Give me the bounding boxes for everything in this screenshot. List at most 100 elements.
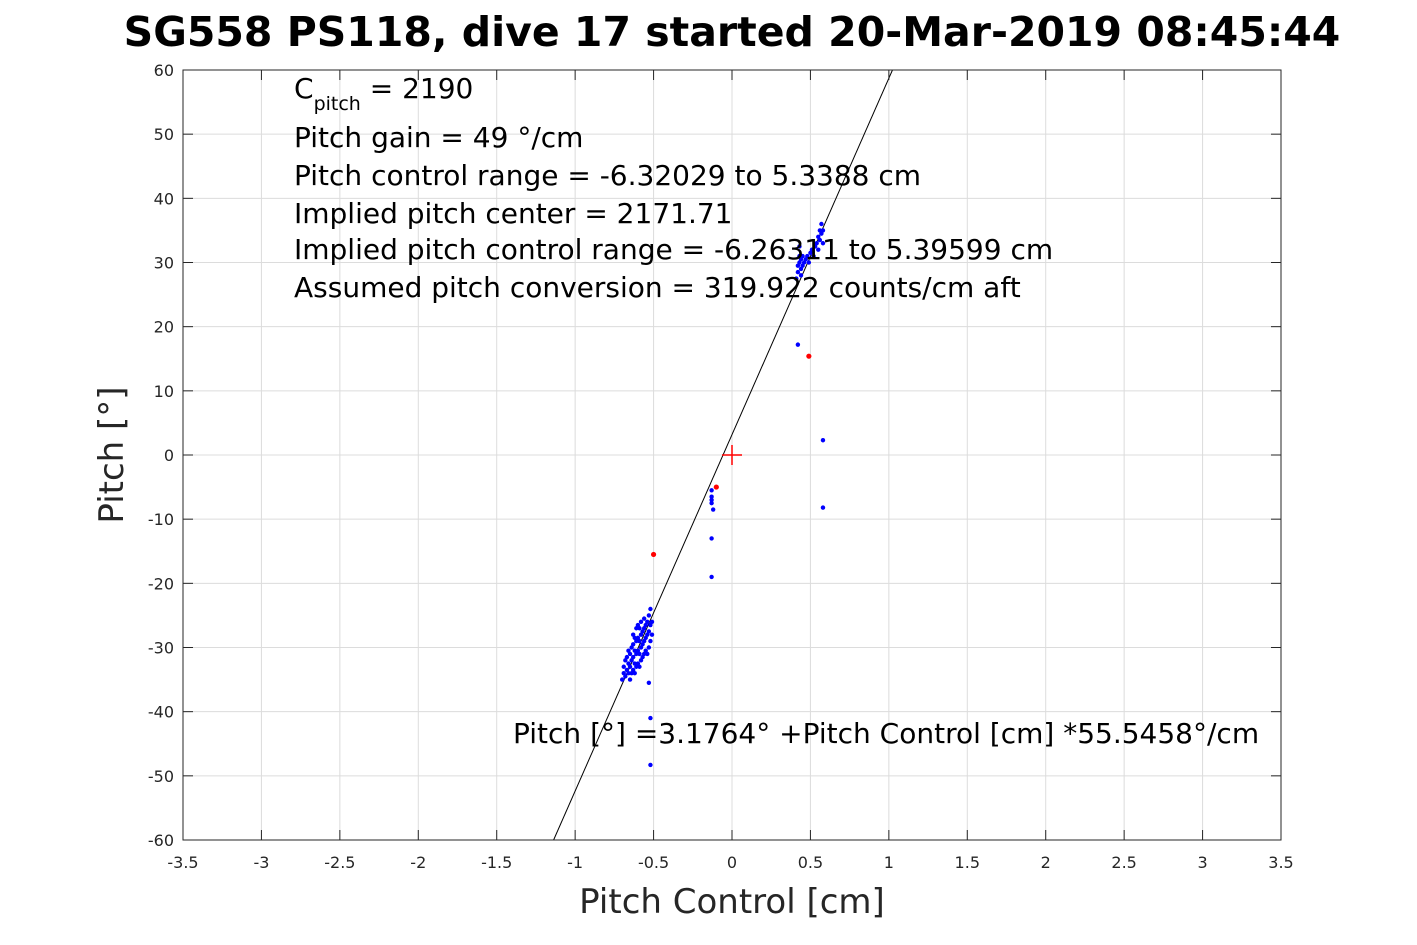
outlier-point bbox=[713, 484, 719, 490]
outlier-points bbox=[650, 353, 812, 558]
data-point bbox=[645, 651, 650, 657]
y-tick-label: 0 bbox=[164, 446, 174, 465]
x-tick-label: -1 bbox=[567, 853, 583, 872]
data-point bbox=[648, 638, 653, 644]
annotation-implied-range: Implied pitch control range = -6.26311 t… bbox=[294, 233, 1053, 266]
data-point bbox=[649, 619, 655, 625]
data-point bbox=[632, 670, 637, 676]
data-point bbox=[627, 664, 633, 669]
data-point bbox=[637, 638, 642, 644]
cpitch-value: = 2190 bbox=[361, 72, 474, 105]
y-tick-label: -20 bbox=[148, 574, 174, 593]
data-point bbox=[623, 674, 628, 679]
center-marker-group bbox=[722, 445, 742, 465]
data-point bbox=[795, 269, 801, 275]
data-point bbox=[646, 629, 652, 634]
x-tick-label: 2.5 bbox=[1111, 853, 1136, 872]
data-point bbox=[820, 228, 826, 233]
data-point bbox=[819, 221, 824, 227]
data-point bbox=[626, 670, 631, 676]
data-point bbox=[809, 247, 815, 252]
outlier-point bbox=[650, 551, 657, 558]
data-point bbox=[816, 247, 821, 252]
x-tick-label: 1.5 bbox=[955, 853, 980, 872]
annotation-implied-center: Implied pitch center = 2171.71 bbox=[294, 197, 732, 230]
data-point bbox=[709, 488, 714, 493]
data-point bbox=[709, 494, 714, 499]
annotation-conversion: Assumed pitch conversion = 319.922 count… bbox=[294, 271, 1021, 304]
cpitch-subscript: pitch bbox=[314, 93, 361, 115]
y-tick-labels: -60 -50 -40 -30 -20 -10 0 10 20 30 40 50 60 bbox=[148, 61, 174, 850]
chart-title: SG558 PS118, dive 17 started 20-Mar-2019… bbox=[124, 8, 1341, 56]
annotation-control-range: Pitch control range = -6.32029 to 5.3388… bbox=[294, 159, 921, 192]
data-point bbox=[637, 626, 642, 631]
data-point bbox=[709, 574, 714, 580]
cpitch-main: C bbox=[294, 72, 314, 105]
data-point bbox=[805, 253, 810, 259]
x-tick-label: 3 bbox=[1197, 853, 1207, 872]
data-point bbox=[820, 438, 826, 443]
data-point bbox=[794, 276, 799, 281]
data-point bbox=[638, 619, 644, 625]
data-point bbox=[646, 645, 652, 650]
data-point bbox=[630, 642, 636, 647]
data-point bbox=[820, 241, 826, 246]
y-tick-label: 10 bbox=[154, 382, 174, 401]
data-point bbox=[648, 715, 653, 721]
x-tick-label: 0.5 bbox=[798, 853, 823, 872]
y-tick-label: 20 bbox=[154, 318, 174, 337]
x-tick-label: -0.5 bbox=[638, 853, 669, 872]
data-point bbox=[795, 342, 801, 347]
annotation-pitch-gain: Pitch gain = 49 °/cm bbox=[294, 121, 583, 154]
data-point bbox=[627, 677, 633, 682]
data-point bbox=[648, 606, 653, 612]
axis-ticks bbox=[182, 69, 1282, 841]
x-tick-label: -2 bbox=[410, 853, 426, 872]
plot-area bbox=[553, 70, 893, 840]
data-point bbox=[637, 651, 642, 657]
data-point bbox=[820, 505, 826, 510]
data-point bbox=[798, 273, 804, 278]
data-point bbox=[624, 654, 630, 660]
data-point bbox=[817, 237, 823, 243]
y-tick-label: 30 bbox=[154, 254, 174, 273]
data-point bbox=[630, 654, 636, 660]
data-point bbox=[811, 253, 816, 259]
y-axis-label: Pitch [°] bbox=[92, 386, 132, 523]
data-point bbox=[649, 632, 655, 637]
data-point bbox=[646, 680, 652, 685]
data-point bbox=[627, 651, 633, 657]
x-tick-label: 1 bbox=[884, 853, 894, 872]
y-tick-label: -40 bbox=[148, 703, 174, 722]
data-point bbox=[709, 497, 714, 503]
data-point bbox=[621, 664, 626, 669]
annotation-cpitch: Cpitch = 2190 bbox=[294, 72, 473, 115]
main-points bbox=[620, 221, 826, 768]
data-point bbox=[710, 507, 716, 512]
data-point bbox=[620, 677, 625, 682]
x-tick-label: -3 bbox=[253, 853, 269, 872]
data-point bbox=[709, 536, 714, 541]
x-tick-label: -2.5 bbox=[324, 853, 355, 872]
y-tick-label: -10 bbox=[148, 510, 174, 529]
y-tick-label: 40 bbox=[154, 189, 174, 208]
data-point bbox=[814, 241, 819, 246]
data-point bbox=[709, 500, 714, 506]
x-tick-label: -3.5 bbox=[167, 853, 198, 872]
outlier-point bbox=[806, 353, 812, 359]
data-point bbox=[637, 664, 642, 669]
data-point bbox=[646, 613, 652, 618]
data-point bbox=[797, 244, 802, 249]
x-tick-label: 2 bbox=[1041, 853, 1051, 872]
y-tick-label: -60 bbox=[148, 831, 174, 850]
y-tick-label: -30 bbox=[148, 639, 174, 658]
x-tick-label: -1.5 bbox=[481, 853, 512, 872]
data-point bbox=[800, 253, 805, 259]
data-point bbox=[806, 260, 812, 265]
x-tick-label: 0 bbox=[727, 853, 737, 872]
data-point bbox=[648, 762, 653, 768]
data-point bbox=[645, 619, 650, 625]
x-tick-labels: -3.5 -3 -2.5 -2 -1.5 -1 -0.5 0 0.5 1 1.5 2 2.5 3 3.5 bbox=[167, 853, 1293, 872]
x-tick-label: 3.5 bbox=[1268, 853, 1293, 872]
